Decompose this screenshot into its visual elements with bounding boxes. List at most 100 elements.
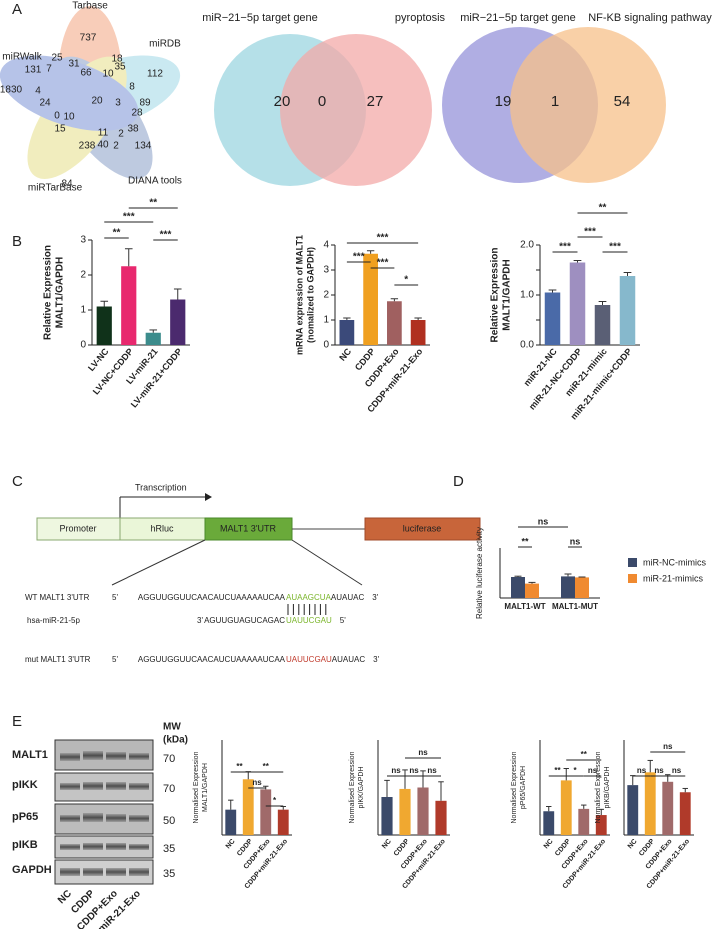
blot-strip bbox=[54, 835, 154, 859]
venn-two bbox=[214, 34, 432, 186]
venn-count: 24 bbox=[39, 98, 51, 109]
venn-count: 11 bbox=[98, 128, 109, 139]
error-bar bbox=[366, 250, 375, 254]
y-tick-label: 3 bbox=[323, 265, 329, 276]
y-axis-label: Relative Expression bbox=[490, 247, 501, 342]
error-bar bbox=[414, 317, 422, 320]
error-bar bbox=[548, 289, 557, 293]
sequence-end: 5' bbox=[112, 655, 118, 664]
x-tick-label: LV-NC bbox=[86, 346, 111, 373]
band bbox=[60, 844, 80, 850]
protein-label: pIKB bbox=[12, 839, 38, 851]
error-bar bbox=[420, 770, 426, 788]
error-bar bbox=[682, 787, 688, 793]
venn-count: 2 bbox=[113, 141, 119, 152]
construct-label: luciferase bbox=[403, 523, 442, 533]
y-tick-label: 2 bbox=[80, 270, 86, 281]
bar bbox=[387, 301, 402, 345]
error-bar bbox=[573, 260, 582, 263]
connector bbox=[291, 539, 363, 586]
bar bbox=[417, 787, 429, 835]
x-tick-label: NC bbox=[225, 838, 237, 850]
sequence: UAUUCGAU 5' bbox=[286, 616, 346, 625]
venn-two bbox=[442, 27, 666, 183]
error-bar bbox=[149, 329, 158, 333]
x-tick-label: NC bbox=[381, 838, 393, 850]
sequence: AGUUGUAGUCAGAC bbox=[204, 616, 285, 625]
band bbox=[60, 753, 80, 761]
sequence: AGGUUGGUUCAACAUCUAAAAAUCAA bbox=[138, 655, 286, 664]
venn-count: 54 bbox=[614, 93, 631, 110]
bar bbox=[560, 780, 572, 835]
venn-count: 20 bbox=[91, 96, 103, 107]
bar bbox=[96, 306, 112, 345]
venn-count: 10 bbox=[63, 112, 75, 123]
bar bbox=[679, 792, 691, 835]
box bbox=[364, 517, 481, 541]
venn-count: 112 bbox=[147, 69, 163, 80]
significance-label: ** bbox=[236, 762, 243, 771]
bar bbox=[225, 809, 237, 835]
mw-title: MW bbox=[163, 722, 181, 733]
error-bar bbox=[630, 775, 636, 786]
venn-count: 238 bbox=[79, 141, 96, 152]
band bbox=[83, 751, 103, 760]
venn-count: 20 bbox=[274, 93, 291, 110]
bar bbox=[544, 292, 561, 345]
bar bbox=[242, 779, 254, 835]
significance-label: *** bbox=[584, 227, 596, 238]
venn-count: 1830 bbox=[0, 85, 23, 96]
sequence-end: 5' bbox=[112, 593, 118, 602]
x-tick-label: NC bbox=[627, 838, 639, 850]
y-tick-label: 0 bbox=[323, 340, 329, 351]
panel-label: C bbox=[12, 473, 23, 490]
significance-label: *** bbox=[160, 230, 172, 241]
band bbox=[60, 783, 80, 790]
venn-set-label: Tarbase bbox=[72, 1, 108, 12]
significance-label: ** bbox=[599, 203, 607, 214]
venn-count: 131 bbox=[25, 65, 42, 76]
arrow-label: Transcription bbox=[135, 482, 187, 492]
sequence-label: WT MALT1 3'UTR bbox=[25, 593, 90, 602]
y-axis-label: Normalised Expression bbox=[511, 751, 518, 823]
venn-count: 4 bbox=[35, 86, 41, 97]
mw-title: (kDa) bbox=[163, 735, 188, 746]
y-axis-label: (nomalized to GAPDH) bbox=[305, 247, 315, 343]
panel-label: D bbox=[453, 473, 464, 490]
venn-count: 84 bbox=[61, 179, 73, 190]
band bbox=[60, 868, 80, 876]
error-bar bbox=[343, 317, 351, 320]
panel-label: E bbox=[12, 713, 22, 730]
error-bar bbox=[245, 771, 251, 780]
error-bar bbox=[514, 575, 522, 577]
panel-label: A bbox=[12, 1, 22, 18]
bar bbox=[578, 808, 590, 835]
bar bbox=[662, 781, 674, 835]
significance-label: ns bbox=[663, 742, 673, 751]
legend-swatch bbox=[628, 558, 637, 567]
y-tick-label: 1 bbox=[323, 315, 329, 326]
band bbox=[106, 868, 126, 876]
bar bbox=[339, 320, 355, 345]
y-tick-label: 2.0 bbox=[520, 240, 534, 251]
band bbox=[106, 752, 126, 760]
error-bar bbox=[100, 300, 109, 307]
significance-label: ** bbox=[149, 198, 157, 209]
significance-label: *** bbox=[377, 233, 389, 244]
venn-count: 1 bbox=[551, 93, 559, 110]
y-axis-label: pP65/GAPDH bbox=[520, 766, 527, 809]
y-axis-label: MALT1/GAPDH bbox=[502, 259, 513, 330]
seed-region: UAUUCGAU bbox=[286, 616, 332, 625]
construct-label: hRluc bbox=[150, 523, 174, 533]
venn-count: 18 bbox=[111, 54, 123, 65]
venn-set bbox=[280, 34, 432, 186]
mw-label: 50 bbox=[163, 815, 175, 827]
band bbox=[106, 782, 126, 790]
venn-count: 31 bbox=[68, 59, 80, 70]
venn-set-label: DIANA tools bbox=[128, 176, 182, 187]
significance-label: ns bbox=[427, 766, 437, 775]
band bbox=[106, 814, 126, 822]
arrow-head bbox=[205, 493, 212, 501]
error-bar bbox=[581, 804, 587, 809]
